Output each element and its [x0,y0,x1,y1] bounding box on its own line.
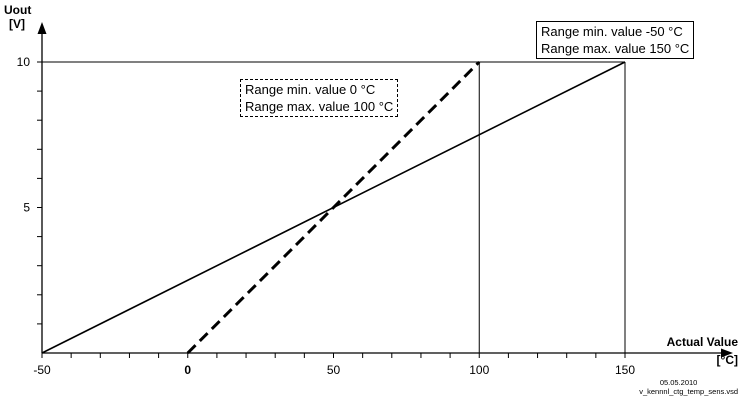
range-narrow-max-label: Range max. value 100 °C [245,99,394,114]
axes [37,22,733,358]
y-axis-unit: [V] [9,17,25,31]
y-axis-arrow-icon [37,22,47,34]
series-lines [41,60,626,355]
x-tick-label: 100 [469,363,489,377]
dashed-series-line [186,60,481,355]
x-axis-arrow-icon [721,348,733,358]
axis-ticks [37,61,626,358]
x-tick-label: 50 [327,363,341,377]
range-wide-annotation: Range min. value -50 °C Range max. value… [536,21,695,59]
x-tick-label: 0 [184,363,191,377]
footer-filename: v_kennnl_ctg_temp_sens.vsd [639,387,738,396]
x-tick-label: -50 [33,363,51,377]
range-wide-max-label: Range max. value 150 °C [541,41,690,56]
range-narrow-annotation: Range min. value 0 °C Range max. value 1… [240,79,399,117]
x-tick-label: 150 [615,363,635,377]
range-wide-min-label: Range min. value -50 °C [541,24,683,39]
y-tick-label: 10 [17,55,31,69]
x-axis-title: Actual Value [667,335,739,349]
footer-date: 05.05.2010 [659,378,698,387]
guide-lines [42,61,626,353]
tick-labels: -50 0 50 100 150 5 10 [17,55,636,377]
y-tick-label: 5 [23,201,30,215]
y-axis-title: Uout [4,3,31,17]
x-axis-unit: [°C] [717,353,738,367]
range-narrow-min-label: Range min. value 0 °C [245,82,376,97]
footer: 05.05.2010 v_kennnl_ctg_temp_sens.vsd [639,378,738,396]
